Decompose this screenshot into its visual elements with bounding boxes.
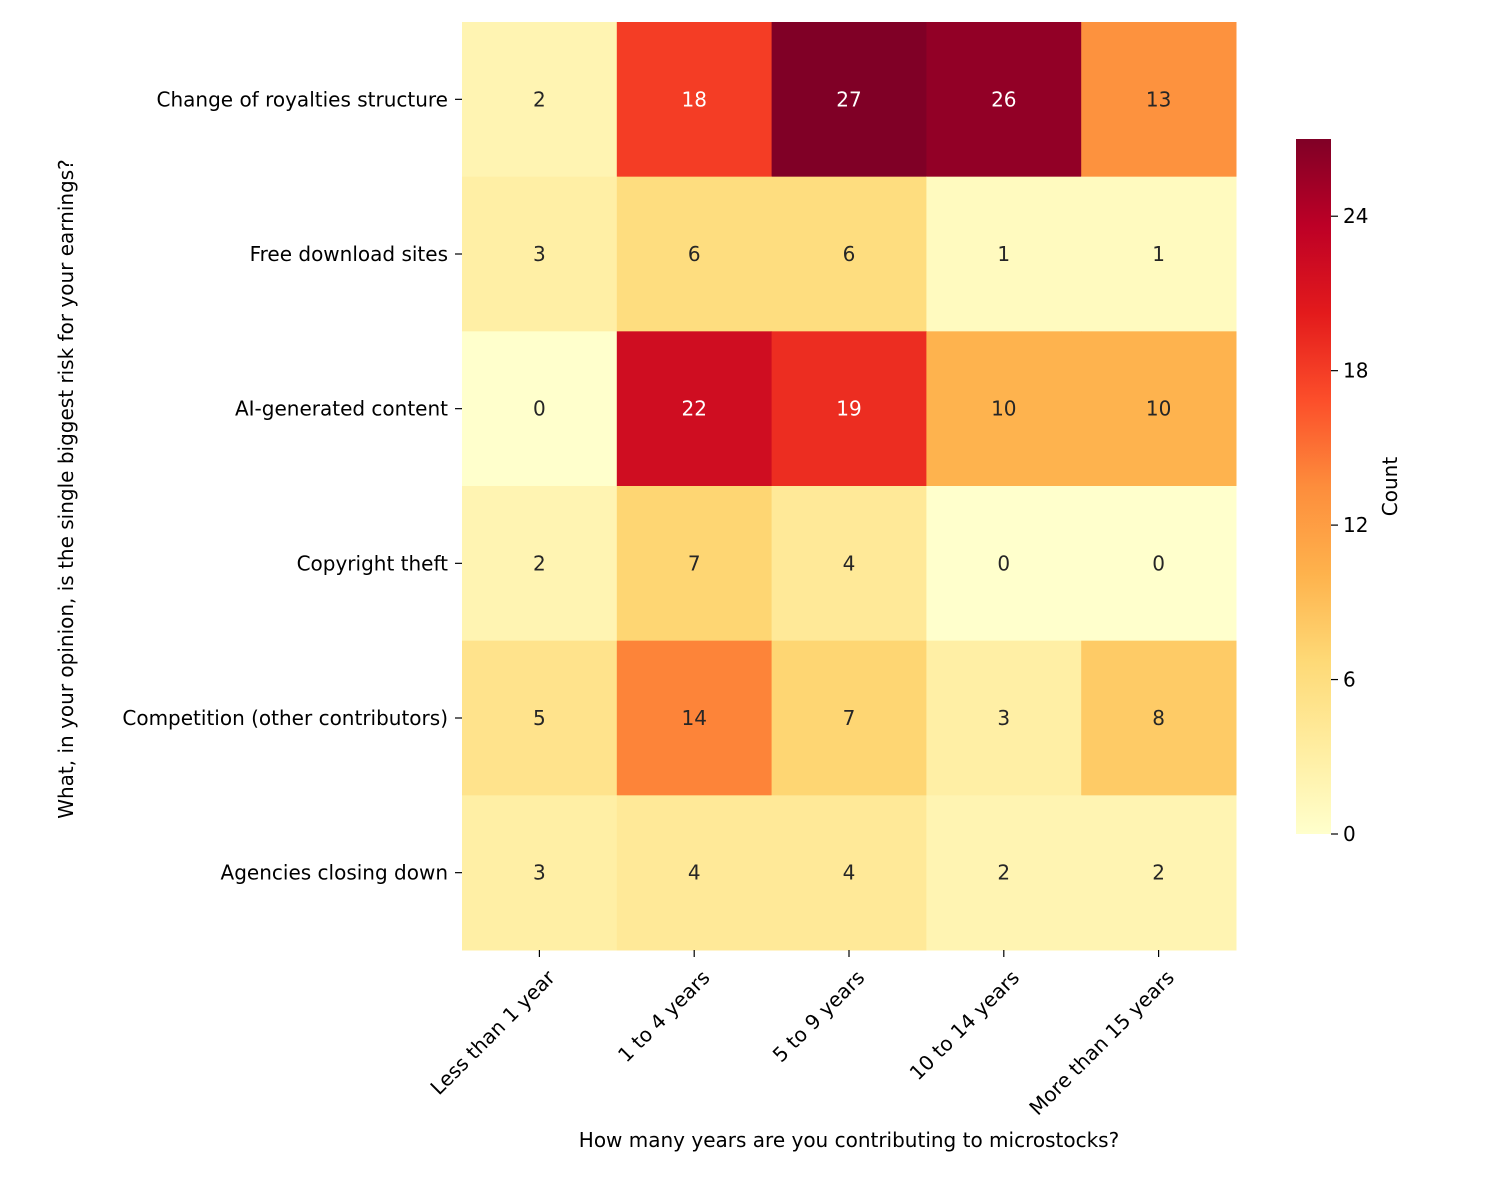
- x-tick-label: Less than 1 year: [425, 965, 560, 1100]
- heatmap-cell: [616, 640, 773, 796]
- heatmap-cell: [1081, 22, 1237, 178]
- heatmap-cell-label: 1: [1152, 242, 1165, 266]
- x-tick-label: More than 15 years: [1024, 965, 1179, 1120]
- heatmap-cell: [1081, 795, 1237, 951]
- heatmap-cell-label: 3: [997, 706, 1010, 730]
- y-tick-label: Copyright theft: [297, 551, 449, 575]
- y-tick-label: Competition (other contributors): [122, 706, 448, 730]
- heatmap-cell-label: 2: [533, 551, 546, 575]
- heatmap-cell: [1081, 486, 1237, 642]
- heatmap-cell-label: 0: [533, 397, 546, 421]
- colorbar-ticks: 0 6 12 18 24: [1331, 204, 1368, 846]
- heatmap-cell: [616, 22, 773, 178]
- heatmap-cell: [926, 176, 1082, 332]
- heatmap-cell-label: 7: [688, 551, 701, 575]
- heatmap-cell: [771, 795, 927, 951]
- heatmap-cell-label: 18: [681, 87, 706, 111]
- heatmap-cell: [462, 640, 618, 796]
- heatmap-cell-label: 4: [843, 551, 856, 575]
- heatmap-cells: [462, 22, 1237, 951]
- y-tick-label: Change of royalties structure: [157, 87, 448, 111]
- heatmap-cell: [616, 795, 773, 951]
- heatmap-cell: [1081, 640, 1237, 796]
- heatmap-cell-label: 2: [1152, 861, 1165, 885]
- colorbar-tick-label: 24: [1343, 204, 1368, 228]
- heatmap-cell-label: 3: [533, 861, 546, 885]
- heatmap-cell-label: 8: [1152, 706, 1165, 730]
- x-tick-label: 10 to 14 years: [905, 965, 1025, 1085]
- heatmap-cell: [616, 176, 773, 332]
- colorbar-tick-label: 12: [1343, 513, 1368, 537]
- colorbar-tick-label: 6: [1343, 668, 1356, 692]
- heatmap-cell: [616, 486, 773, 642]
- heatmap-cell: [926, 22, 1082, 178]
- colorbar-tick-label: 18: [1343, 359, 1368, 383]
- heatmap-cell: [616, 331, 773, 487]
- heatmap-cell: [771, 176, 927, 332]
- heatmap-cell: [1081, 176, 1237, 332]
- heatmap-cell-label: 2: [997, 861, 1010, 885]
- heatmap-cell-label: 19: [836, 397, 861, 421]
- heatmap-cell-label: 10: [991, 397, 1016, 421]
- heatmap-cell: [1081, 331, 1237, 487]
- x-tick-label: 5 to 9 years: [768, 965, 870, 1067]
- heatmap-cell-label: 0: [997, 551, 1010, 575]
- x-tick-label: 1 to 4 years: [613, 965, 715, 1067]
- heatmap-cell: [462, 176, 618, 332]
- y-axis-title: What, in your opinion, is the single big…: [54, 159, 78, 819]
- heatmap-cell: [771, 22, 927, 178]
- heatmap-cell: [771, 640, 927, 796]
- heatmap-cell-label: 22: [681, 397, 706, 421]
- heatmap-cell-label: 0: [1152, 551, 1165, 575]
- colorbar-tick-label: 0: [1343, 822, 1356, 846]
- y-axis: Change of royalties structure Free downlo…: [122, 87, 462, 885]
- heatmap-cell-label: 2: [533, 87, 546, 111]
- heatmap-cell-label: 10: [1146, 397, 1171, 421]
- y-tick-label: Free download sites: [250, 242, 448, 266]
- heatmap-cell-label: 1: [997, 242, 1010, 266]
- heatmap-cell: [462, 22, 618, 178]
- x-axis: Less than 1 year 1 to 4 years 5 to 9 years…: [425, 950, 1179, 1120]
- colorbar: [1296, 139, 1331, 834]
- heatmap-cell: [462, 795, 618, 951]
- heatmap-cell: [926, 640, 1082, 796]
- heatmap-cell: [926, 795, 1082, 951]
- heatmap-cell-label: 26: [991, 87, 1016, 111]
- heatmap-cell-label: 4: [843, 861, 856, 885]
- heatmap-cell-label: 5: [533, 706, 546, 730]
- heatmap-cell: [462, 331, 618, 487]
- heatmap-cell: [771, 331, 927, 487]
- colorbar-label: Count: [1378, 457, 1402, 517]
- heatmap-cell-label: 13: [1146, 87, 1171, 111]
- heatmap-cell: [462, 486, 618, 642]
- y-tick-label: Agencies closing down: [221, 861, 448, 885]
- heatmap-cell-label: 14: [681, 706, 706, 730]
- heatmap-cell-label: 4: [688, 861, 701, 885]
- heatmap-cell-label: 6: [843, 242, 856, 266]
- heatmap-cell-label: 6: [688, 242, 701, 266]
- heatmap-cell-label: 27: [836, 87, 861, 111]
- heatmap-cell: [771, 486, 927, 642]
- x-axis-title: How many years are you contributing to m…: [579, 1128, 1119, 1152]
- heatmap-cell: [926, 331, 1082, 487]
- heatmap-cell: [926, 486, 1082, 642]
- heatmap-cell-labels: 2 18 27 26 133 6 6 1 10 22 19 10 102 7 4 0 05 14 7 3 83 4 4 2 2: [533, 87, 1171, 884]
- y-tick-label: AI-generated content: [235, 397, 448, 421]
- heatmap-cell-label: 7: [843, 706, 856, 730]
- heatmap-cell-label: 3: [533, 242, 546, 266]
